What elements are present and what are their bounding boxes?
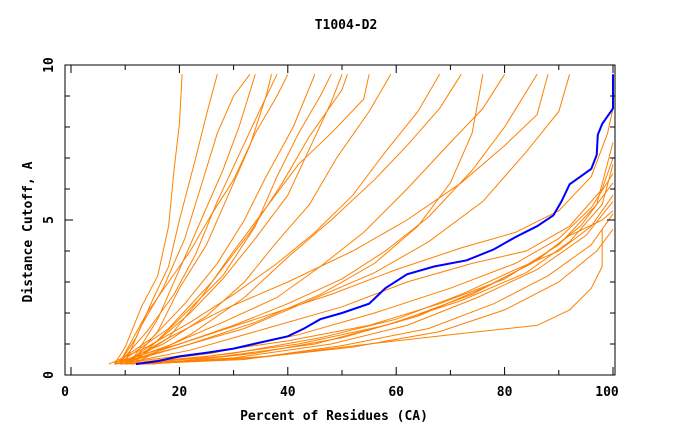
highlight-series-line	[135, 74, 614, 366]
model-series-line-m26	[141, 194, 614, 365]
x-axis-label: Percent of Residues (CA)	[240, 409, 428, 424]
tick-layer	[65, 64, 615, 376]
model-series-line-m15	[130, 74, 256, 363]
model-series-line-m2	[119, 74, 218, 363]
model-series-line-m28	[114, 108, 614, 364]
x-tick-labels: 0 20 40 60 80 100	[61, 385, 619, 400]
model-series-line-m3	[124, 73, 251, 363]
x-tick-label: 100	[595, 385, 619, 400]
series-layer	[108, 73, 614, 365]
model-series-line-m12	[114, 74, 571, 365]
model-series-line-m16	[135, 74, 462, 364]
y-tick-labels: 0 5 10	[42, 57, 57, 379]
model-series-line-m10	[119, 74, 506, 364]
model-series-line-m1	[113, 74, 183, 365]
model-series-line-m24	[125, 173, 614, 365]
y-tick-label: 0	[42, 371, 57, 379]
model-series-line-m23	[146, 229, 603, 365]
model-series-line-m19	[125, 182, 614, 365]
model-series-line-m9	[108, 74, 441, 365]
model-series-line-m30	[119, 74, 289, 363]
model-series-line-m6	[124, 74, 343, 364]
model-series-line-m31	[130, 74, 272, 363]
model-series-line-m20	[130, 201, 614, 365]
model-series-line-m14	[119, 74, 348, 364]
model-series-line-m7	[119, 74, 392, 364]
x-tick-label: 0	[61, 385, 69, 400]
x-tick-label: 20	[172, 385, 188, 400]
chart-title: T1004-D2	[315, 18, 378, 33]
model-series-line-m29	[124, 74, 549, 364]
plot-frame	[64, 64, 616, 376]
model-series-line-m32	[135, 74, 332, 362]
y-axis-label: Distance Cutoff, A	[21, 161, 36, 302]
model-series-line-m4	[119, 74, 278, 363]
y-tick-label: 5	[42, 216, 57, 224]
model-series-line-m18	[119, 164, 614, 365]
model-series-line-m25	[119, 157, 614, 365]
x-tick-label: 40	[280, 385, 296, 400]
highlight-layer	[135, 74, 614, 366]
model-series-line-m27	[152, 210, 614, 365]
x-tick-label: 60	[388, 385, 404, 400]
y-tick-label: 10	[42, 57, 57, 73]
model-series-line-m13	[125, 74, 484, 364]
x-tick-label: 80	[497, 385, 513, 400]
